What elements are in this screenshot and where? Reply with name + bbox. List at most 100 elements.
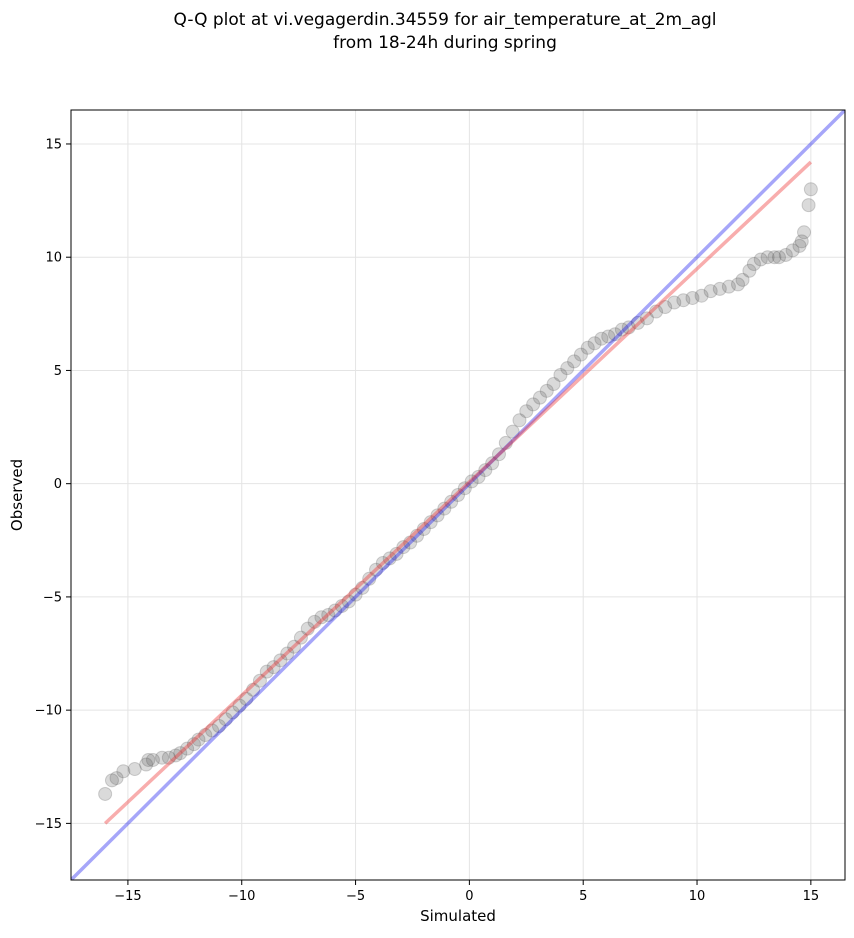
qq-point [685,290,700,305]
qq-point [259,664,274,679]
qq-point [478,463,493,478]
qq-point [287,639,302,654]
x-tick-label: 15 [803,889,820,904]
qq-point [746,257,761,271]
qq-point [191,732,206,747]
qq-point [587,336,602,351]
qq-point [444,494,459,509]
y-tick-label: −5 [43,590,62,605]
qq-point [375,555,390,570]
qq-point [778,247,793,262]
qq-point [621,320,636,335]
qq-point [639,311,654,326]
x-tick-label: −15 [114,889,141,904]
qq-point [300,621,315,636]
qq-point [703,284,718,299]
y-tick-label: 10 [45,251,62,266]
qq-point [614,322,629,337]
plot-frame [70,109,846,881]
qq-point [273,653,288,668]
y-tick-label: −10 [35,704,62,719]
qq-point [239,691,254,706]
qq-point [252,673,267,688]
qq-point [491,447,506,462]
qq-point [280,646,295,661]
x-tick-label: −5 [346,889,365,904]
x-axis-label: Simulated [420,907,496,925]
qq-point [546,377,561,392]
qq-point [423,515,438,530]
qq-point [512,413,527,428]
qq-point [539,383,554,398]
qq-point [104,773,119,788]
qq-point [721,279,736,294]
plot-area [71,110,845,880]
grid-lines [71,110,845,880]
qq-point [771,250,786,265]
qq-point [161,750,176,765]
qq-point [735,272,750,287]
qq-point [173,746,188,761]
qq-point [382,551,397,566]
qq-point [532,390,547,405]
qq-point [186,737,201,752]
qq-point [742,263,757,278]
qq-point [580,340,595,355]
chart-title-line-1: Q-Q plot at vi.vegagerdin.34559 for air_… [173,10,716,30]
qq-point [321,608,336,623]
qq-point [785,243,800,258]
identity-line [71,110,845,880]
qq-point [794,234,809,249]
qq-point [389,546,404,561]
y-axis-label: Observed [8,459,26,531]
qq-point [246,682,261,697]
qq-point [168,748,183,763]
qq-point [141,752,156,767]
qq-point [139,757,154,772]
x-tick-label: 5 [579,889,587,904]
qq-point [676,293,691,308]
qq-point [109,771,124,786]
axis-ticks: −15 −10 −5 0 5 10 15 −15 −10 −5 0 5 10 15 [35,137,820,904]
chart-title-line-2: from 18-24h during spring [333,33,557,53]
qq-point [601,329,616,344]
fit-line [103,160,813,825]
qq-point [760,250,775,265]
qq-point [211,719,226,733]
qq-point [519,404,534,419]
qq-point [505,424,520,439]
qq-point [225,705,240,720]
qq-point [218,712,233,727]
qq-point [658,300,673,315]
qq-point [348,587,363,602]
y-tick-label: 5 [54,364,62,379]
qq-point [307,614,322,629]
qq-point [266,660,281,675]
qq-point [797,225,812,240]
qq-point [410,528,425,543]
qq-point [464,474,479,489]
plot-content [71,110,845,880]
qq-point [451,488,465,502]
qq-point [649,304,664,319]
qq-point [667,295,682,310]
y-tick-label: 15 [45,137,62,152]
qq-point [753,252,768,267]
qq-point [232,698,247,713]
qq-point [314,610,329,625]
qq-point [526,397,541,412]
qq-point [731,277,746,292]
qq-point [567,354,582,369]
qq-points [98,182,818,801]
qq-point [801,198,816,213]
qq-point [362,571,377,586]
qq-point [205,723,220,738]
qq-point [403,535,418,550]
qq-point [334,598,349,613]
qq-point [355,580,370,595]
qq-point [369,562,384,577]
qq-point [485,456,500,471]
qq-point [608,327,623,342]
qq-point [127,762,142,777]
